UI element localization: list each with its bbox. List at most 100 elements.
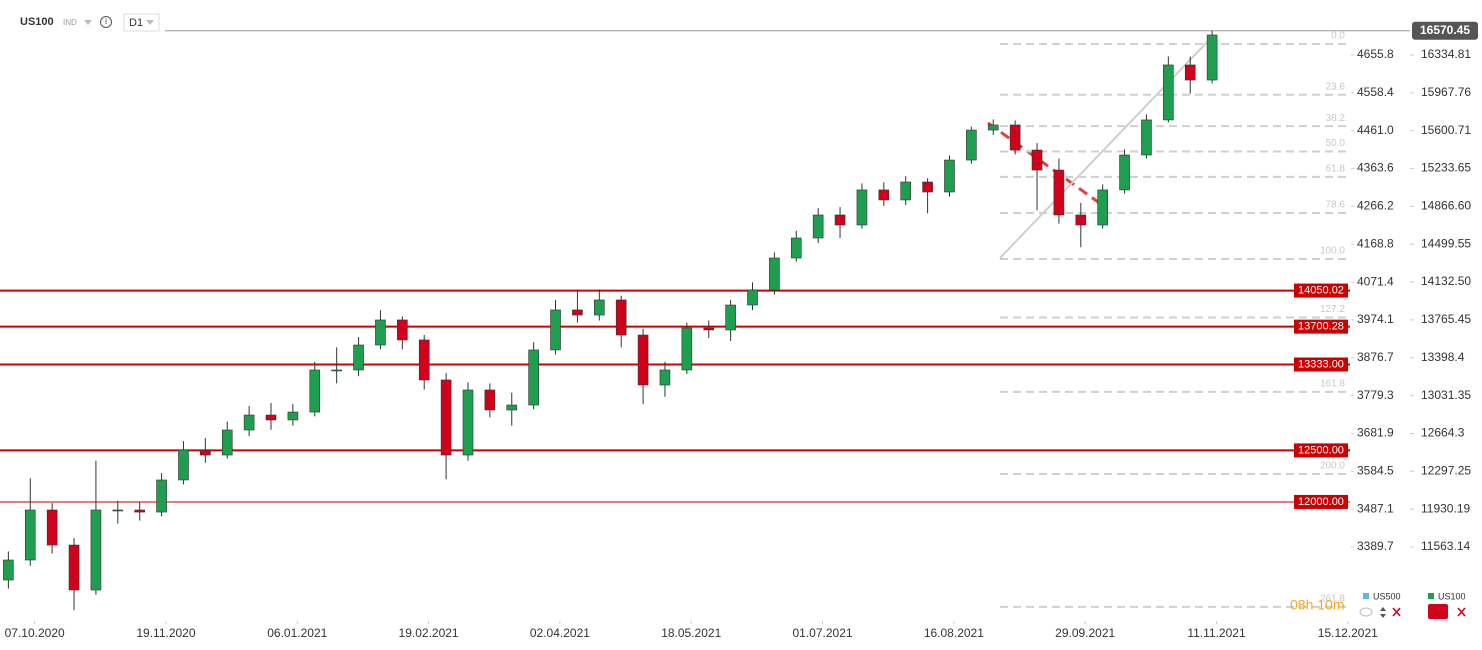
fib-label: 78.6 [1326, 200, 1346, 211]
candle-body [418, 339, 430, 381]
x-tick-label: 18.05.2021 [661, 626, 721, 640]
x-tick-label: 29.09.2021 [1055, 626, 1115, 640]
candle-body [725, 304, 736, 331]
candle-body [506, 404, 518, 411]
fib-label: 127.2 [1320, 304, 1345, 315]
last-price-label: 16570.45 [1420, 23, 1470, 37]
x-tick-label: 11.11.2021 [1187, 626, 1246, 640]
x-tick-label: 16.08.2021 [924, 626, 984, 640]
candle-body [987, 124, 999, 131]
y2-tick-label: 4363.6 [1357, 161, 1394, 175]
y2-tick-label: 4266.2 [1357, 199, 1394, 213]
candle-body [594, 299, 605, 316]
symbol[interactable]: US100 [20, 16, 54, 28]
candle-body [1184, 64, 1196, 81]
candle-body [944, 159, 955, 193]
candle-body [681, 327, 693, 371]
candle-body [112, 509, 124, 512]
candle-body [156, 479, 167, 513]
candle-body [178, 449, 189, 481]
y-tick-label: 13031.35 [1421, 388, 1471, 402]
candle-body [309, 369, 321, 413]
trend-line [987, 121, 1106, 209]
candle-body [900, 181, 912, 201]
x-tick-label: 19.02.2021 [399, 626, 459, 640]
level-label-box [1294, 319, 1348, 334]
candle-body [3, 559, 14, 581]
candle-body [462, 389, 474, 456]
fib-label: 100.0 [1320, 246, 1345, 257]
interval-arrow[interactable] [146, 20, 154, 25]
candle-body [637, 334, 649, 386]
legend-entry[interactable]: US500 [1373, 591, 1401, 601]
candle-body [747, 289, 758, 306]
interval-box[interactable] [123, 13, 160, 32]
candle-body [1053, 169, 1065, 216]
fib-label: 50.0 [1326, 138, 1346, 149]
level-label: 13333.00 [1298, 358, 1344, 370]
level-label-box [1294, 443, 1348, 458]
last-price-box [1412, 21, 1478, 40]
candle-body [90, 509, 102, 591]
y2-tick-label: 4461.0 [1357, 123, 1394, 137]
fib-label: 23.6 [1326, 81, 1346, 92]
candle-body [1119, 154, 1130, 191]
candle-body [922, 181, 933, 193]
y-tick-label: 12664.3 [1421, 426, 1465, 440]
level-label: 12500.00 [1298, 444, 1344, 456]
y-tick-label: 13398.4 [1421, 350, 1465, 364]
candle-body [1163, 64, 1174, 121]
candle-body [440, 379, 452, 456]
countdown: 08h 10m [1290, 597, 1344, 613]
candle-body [1141, 119, 1152, 156]
candle-body [834, 214, 846, 226]
candle-body [966, 129, 977, 161]
level-label-box [1294, 494, 1348, 509]
fib-label: 161.8 [1320, 379, 1345, 390]
candle-body [856, 189, 868, 226]
remove-icon[interactable] [1457, 607, 1466, 617]
candle-body [397, 319, 408, 341]
x-tick-label: 07.10.2020 [5, 626, 65, 640]
x-tick-label: 02.04.2021 [530, 626, 590, 640]
x-tick-label: 19.11.2020 [136, 626, 195, 640]
close-icon[interactable] [1392, 607, 1401, 617]
x-tick-label: 15.12.2021 [1318, 626, 1378, 640]
y2-tick-label: 3779.3 [1357, 388, 1394, 402]
candle-body [659, 369, 671, 386]
y2-tick-label: 3487.1 [1357, 501, 1394, 515]
y-tick-label: 13765.45 [1421, 312, 1471, 326]
legend-swatch [1363, 593, 1369, 599]
candle-body [353, 344, 364, 371]
candle-body [287, 411, 299, 421]
y2-tick-label: 3681.9 [1357, 426, 1394, 440]
y2-tick-label: 3974.1 [1357, 312, 1394, 326]
candle-body [615, 299, 627, 336]
y-tick-label: 14132.50 [1421, 274, 1471, 288]
candle-body [1097, 189, 1108, 226]
y2-tick-label: 4168.8 [1357, 236, 1394, 250]
level-label: 14050.02 [1298, 284, 1344, 296]
y-tick-label: 15600.71 [1421, 123, 1471, 137]
fib-label: 200.0 [1320, 461, 1345, 472]
eye-icon[interactable] [1359, 607, 1373, 617]
y-tick-label: 12297.25 [1421, 463, 1471, 477]
candle-body [331, 369, 342, 372]
y2-tick-label: 4558.4 [1357, 85, 1394, 99]
y2-tick-label: 3876.7 [1357, 350, 1394, 364]
level-label-box [1294, 283, 1348, 298]
candle-body [24, 509, 36, 561]
settings-button[interactable] [1428, 604, 1448, 619]
order-icon[interactable] [1380, 607, 1386, 618]
candle-body [528, 349, 539, 406]
info-icon[interactable] [100, 16, 112, 28]
dropdown-arrow[interactable] [84, 20, 92, 25]
candle-body [572, 309, 583, 316]
fib-anchor-line [999, 35, 1214, 259]
y2-tick-label: 4071.4 [1357, 274, 1394, 288]
info-i: i [105, 17, 107, 26]
market: IND [63, 18, 77, 27]
legend-entry[interactable]: US100 [1438, 591, 1466, 601]
candle-body [1031, 149, 1043, 171]
legend-swatch [1428, 593, 1434, 599]
